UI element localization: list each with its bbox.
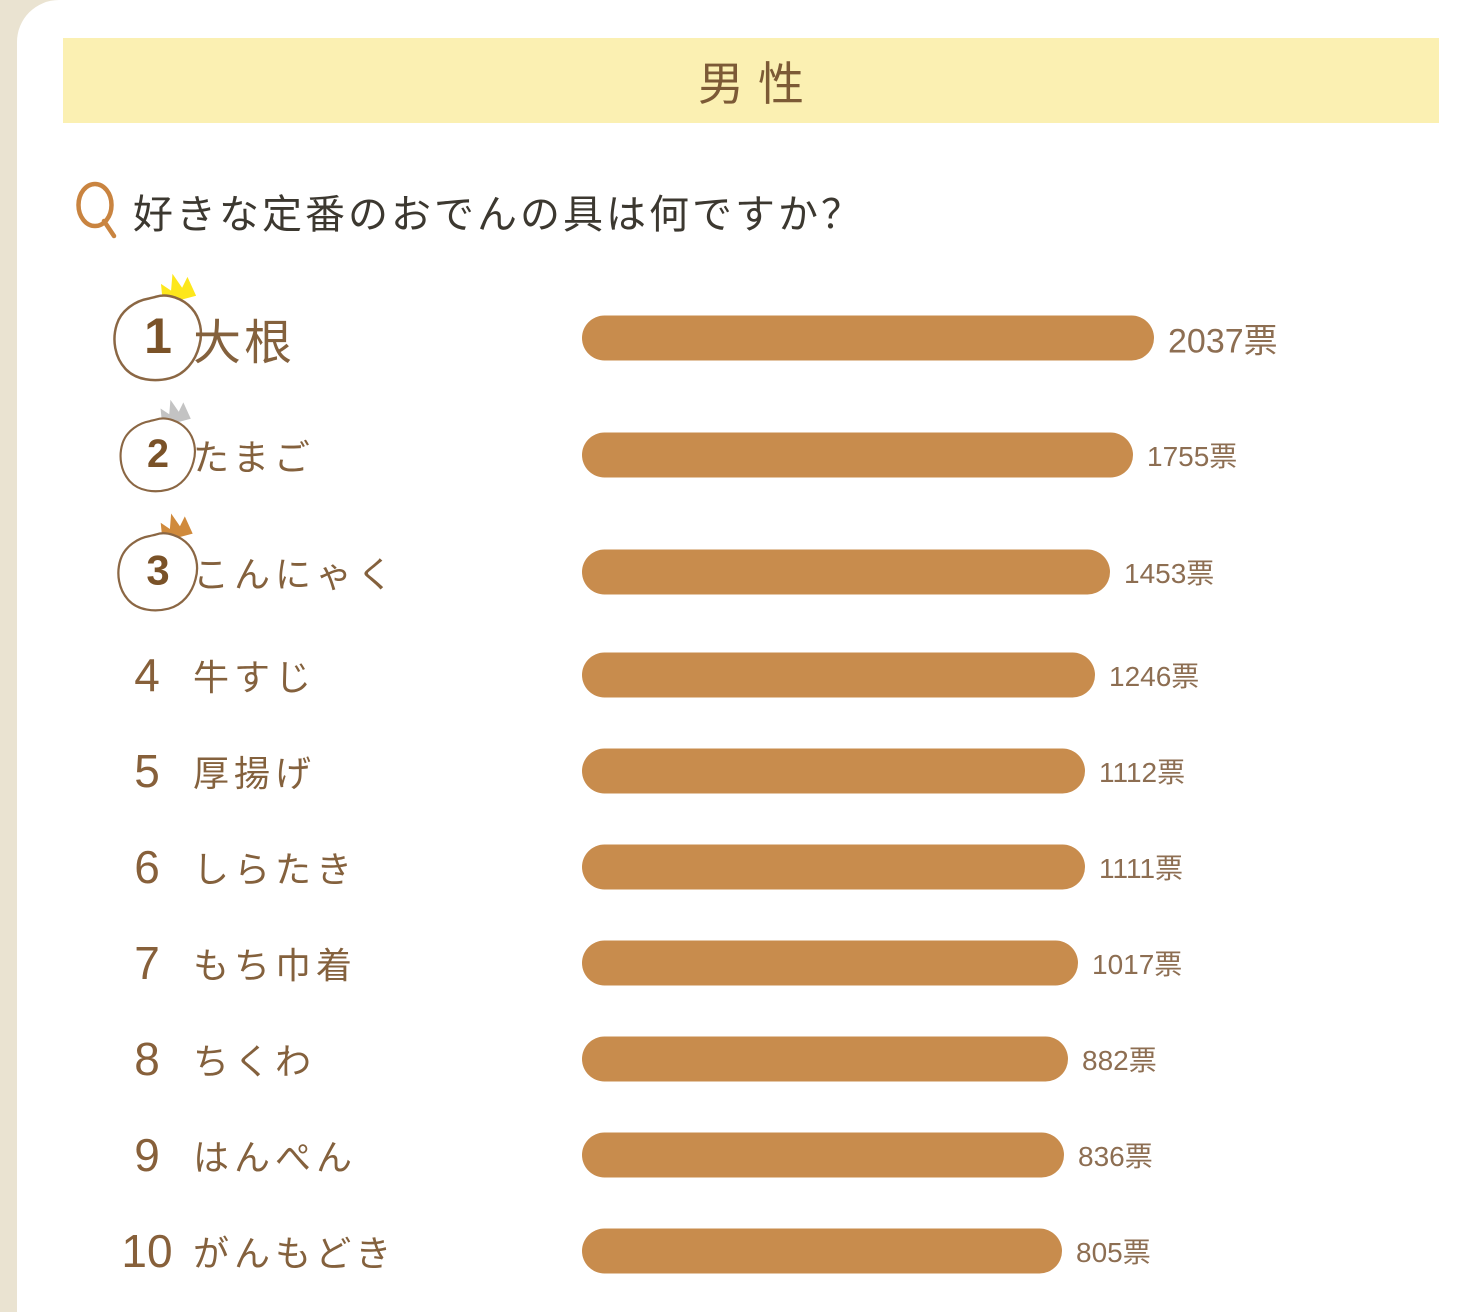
- rank-number: 8: [134, 1033, 160, 1085]
- item-label: しらたき: [193, 849, 358, 890]
- rank-number: 6: [134, 841, 160, 893]
- vote-bar: [582, 549, 1110, 595]
- banner-title: 男性: [698, 57, 818, 110]
- item-label: 大根: [193, 317, 296, 370]
- ranking-row: 7 もち巾着 1017票: [17, 905, 1484, 1021]
- badge-circle-outline: [117, 532, 199, 612]
- question-mark-icon: [76, 181, 117, 239]
- ranking-row: 8 ちくわ 882票: [17, 1001, 1484, 1117]
- vote-count: 1017票: [1092, 949, 1183, 980]
- vote-count: 1453票: [1124, 558, 1215, 589]
- survey-card: 男性 好きな定番のおでんの具は何ですか？ 1 大根 2037票: [17, 0, 1484, 1312]
- item-label: がんもどき: [193, 1233, 397, 1274]
- ranking-row: 4 牛すじ 1246票: [17, 617, 1484, 733]
- item-label: 牛すじ: [193, 657, 317, 698]
- ranking-row: 9 はんぺん 836票: [17, 1097, 1484, 1213]
- vote-count: 836票: [1078, 1141, 1153, 1172]
- vote-bar: [582, 748, 1085, 794]
- rank-badge: 2: [117, 399, 200, 497]
- gender-banner: 男性: [63, 38, 1439, 123]
- rank-number: 2: [146, 430, 170, 476]
- rank-number: 5: [134, 745, 160, 797]
- ranking-row: 2 たまご 1755票: [17, 397, 1484, 513]
- badge-circle-outline: [119, 417, 196, 493]
- vote-bar: [582, 652, 1095, 698]
- vote-bar: [582, 315, 1154, 361]
- ranking-row: 1 大根 2037票: [17, 273, 1484, 396]
- vote-bar: [582, 844, 1085, 890]
- vote-count: 805票: [1076, 1237, 1151, 1268]
- ranking-row: 10 がんもどき 805票: [17, 1193, 1484, 1309]
- rank-number: 9: [134, 1129, 160, 1181]
- vote-count: 1111票: [1099, 853, 1184, 884]
- rank-badge: 3: [114, 513, 201, 615]
- rank-badge: 1: [110, 273, 206, 386]
- vote-count: 1246票: [1109, 661, 1200, 692]
- item-label: はんぺん: [193, 1137, 358, 1178]
- ranking-row: 6 しらたき 1111票: [17, 809, 1484, 925]
- vote-count: 882票: [1082, 1045, 1157, 1076]
- vote-count: 1112票: [1099, 757, 1186, 788]
- vote-count: 2037票: [1168, 322, 1278, 361]
- ranking-row: 3 こんにゃく 1453票: [17, 513, 1484, 630]
- question-row: 好きな定番のおでんの具は何ですか？: [75, 176, 864, 246]
- vote-bar: [582, 1132, 1064, 1178]
- item-label: もち巾着: [193, 945, 358, 986]
- question-text: 好きな定番のおでんの具は何ですか？: [133, 193, 864, 237]
- ranking-row: 5 厚揚げ 1112票: [17, 713, 1484, 829]
- rank-number: 4: [134, 649, 160, 701]
- vote-bar: [582, 1228, 1062, 1274]
- vote-bar: [582, 940, 1078, 986]
- rank-number: 10: [121, 1225, 173, 1277]
- vote-bar: [582, 1036, 1068, 1082]
- vote-bar: [582, 432, 1133, 478]
- vote-count: 1755票: [1147, 441, 1238, 472]
- badge-circle-outline: [113, 294, 203, 382]
- rank-number: 7: [134, 937, 160, 989]
- rank-number: 3: [146, 546, 170, 594]
- item-label: 厚揚げ: [193, 753, 317, 794]
- item-label: たまご: [193, 437, 315, 478]
- item-label: こんにゃく: [193, 554, 399, 595]
- item-label: ちくわ: [193, 1041, 317, 1082]
- rank-number: 1: [144, 308, 172, 364]
